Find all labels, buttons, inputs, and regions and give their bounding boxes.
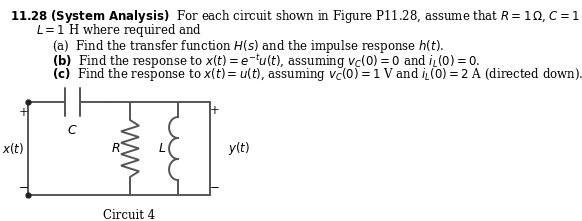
Text: $\bf{(b)}$  Find the response to $x(t) = e^{-t}u(t)$, assuming $v_C(0) = 0$ and : $\bf{(b)}$ Find the response to $x(t) = …	[52, 52, 480, 70]
Text: −: −	[19, 181, 29, 194]
Text: $L = 1$ H where required and: $L = 1$ H where required and	[36, 22, 202, 39]
Text: +: +	[19, 105, 29, 118]
Text: −: −	[210, 181, 220, 194]
Text: Circuit 4: Circuit 4	[103, 209, 155, 221]
Text: $R$: $R$	[111, 142, 120, 155]
Text: $y(t)$: $y(t)$	[228, 140, 250, 157]
Text: $C$: $C$	[67, 124, 78, 137]
Text: $\bf{(c)}$  Find the response to $x(t) = u(t)$, assuming $v_C(0) = 1$ V and $i_L: $\bf{(c)}$ Find the response to $x(t) = …	[52, 66, 582, 83]
Text: $x(t)$: $x(t)$	[2, 141, 24, 156]
Text: $\bf{11.28}$ $\bf{(System\ Analysis)}$  For each circuit shown in Figure P11.28,: $\bf{11.28}$ $\bf{(System\ Analysis)}$ F…	[10, 8, 582, 25]
Text: +: +	[210, 103, 220, 116]
Text: $L$: $L$	[158, 142, 166, 155]
Text: (a)  Find the transfer function $H(s)$ and the impulse response $h(t)$.: (a) Find the transfer function $H(s)$ an…	[52, 38, 444, 55]
